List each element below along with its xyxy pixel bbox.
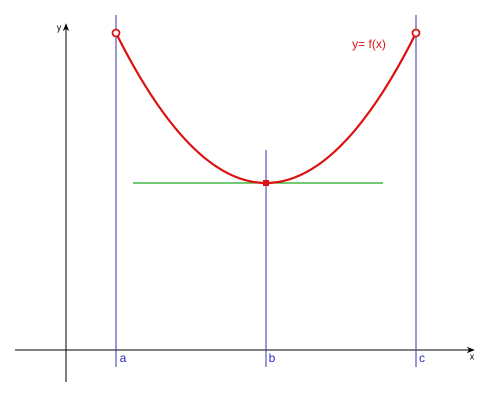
- open-endpoint: [111, 28, 121, 38]
- open-endpoint: [411, 28, 421, 38]
- y-axis-label: y: [57, 22, 62, 32]
- point-label: b: [269, 351, 276, 365]
- curve-label: y= f(x): [352, 37, 386, 51]
- minimum-point: [263, 180, 269, 186]
- x-axis-label: x: [470, 351, 475, 361]
- point-label: a: [120, 351, 127, 365]
- point-label: c: [419, 351, 425, 365]
